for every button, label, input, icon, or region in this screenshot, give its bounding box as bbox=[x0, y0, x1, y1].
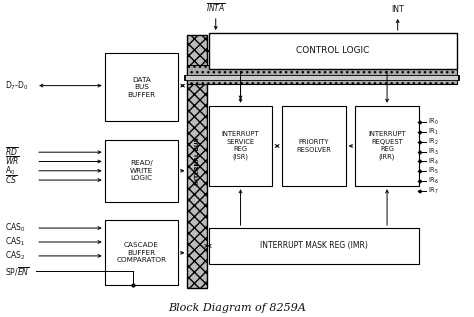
Text: A$_0$: A$_0$ bbox=[5, 165, 16, 177]
Text: INTERRUPT MASK REG (IMR): INTERRUPT MASK REG (IMR) bbox=[260, 241, 368, 250]
Text: INTERNAL BUS: INTERNAL BUS bbox=[195, 138, 200, 185]
Bar bbox=[209, 33, 457, 68]
Text: CASCADE
BUFFER
COMPARATOR: CASCADE BUFFER COMPARATOR bbox=[116, 242, 166, 263]
Text: PRIORITY
RESOLVER: PRIORITY RESOLVER bbox=[296, 139, 331, 153]
Text: DATA
BUS
BUFFER: DATA BUS BUFFER bbox=[127, 77, 155, 98]
Text: INT: INT bbox=[392, 5, 404, 14]
Text: INTERRUPT
REQUEST
REG
(IRR): INTERRUPT REQUEST REG (IRR) bbox=[368, 132, 406, 160]
Bar bbox=[105, 53, 178, 121]
Text: SP/$\overline{EN}$: SP/$\overline{EN}$ bbox=[5, 265, 30, 278]
Bar bbox=[209, 106, 273, 186]
Bar bbox=[105, 220, 178, 285]
Text: IR$_4$: IR$_4$ bbox=[428, 156, 440, 166]
Bar bbox=[105, 140, 178, 202]
Text: CAS$_0$: CAS$_0$ bbox=[5, 222, 26, 234]
Text: Block Diagram of 8259A: Block Diagram of 8259A bbox=[168, 303, 306, 313]
Text: IR$_2$: IR$_2$ bbox=[428, 137, 439, 147]
Text: IR$_1$: IR$_1$ bbox=[428, 127, 439, 137]
Bar bbox=[282, 106, 346, 186]
Text: CONTROL LOGIC: CONTROL LOGIC bbox=[296, 46, 369, 55]
Text: D$_7$-D$_0$: D$_7$-D$_0$ bbox=[5, 79, 29, 92]
Text: $\overline{CS}$: $\overline{CS}$ bbox=[5, 174, 18, 186]
Text: IR$_0$: IR$_0$ bbox=[428, 117, 439, 127]
Text: $\overline{INTA}$: $\overline{INTA}$ bbox=[206, 2, 226, 14]
Text: CAS$_2$: CAS$_2$ bbox=[5, 250, 26, 262]
Text: $\overline{WR}$: $\overline{WR}$ bbox=[5, 155, 20, 167]
Text: $\overline{RD}$: $\overline{RD}$ bbox=[5, 146, 18, 158]
Bar bbox=[187, 66, 457, 84]
Bar bbox=[355, 106, 419, 186]
Text: INTERRUPT
SERVICE
REG
(ISR): INTERRUPT SERVICE REG (ISR) bbox=[222, 132, 259, 160]
Text: CAS$_1$: CAS$_1$ bbox=[5, 236, 26, 248]
Bar bbox=[209, 228, 419, 264]
Bar bbox=[187, 35, 207, 288]
Text: READ/
WRITE
LOGIC: READ/ WRITE LOGIC bbox=[130, 160, 153, 181]
Text: IR$_7$: IR$_7$ bbox=[428, 186, 439, 196]
Text: IR$_6$: IR$_6$ bbox=[428, 176, 440, 186]
Text: IR$_3$: IR$_3$ bbox=[428, 146, 439, 157]
Text: IR$_5$: IR$_5$ bbox=[428, 166, 439, 177]
